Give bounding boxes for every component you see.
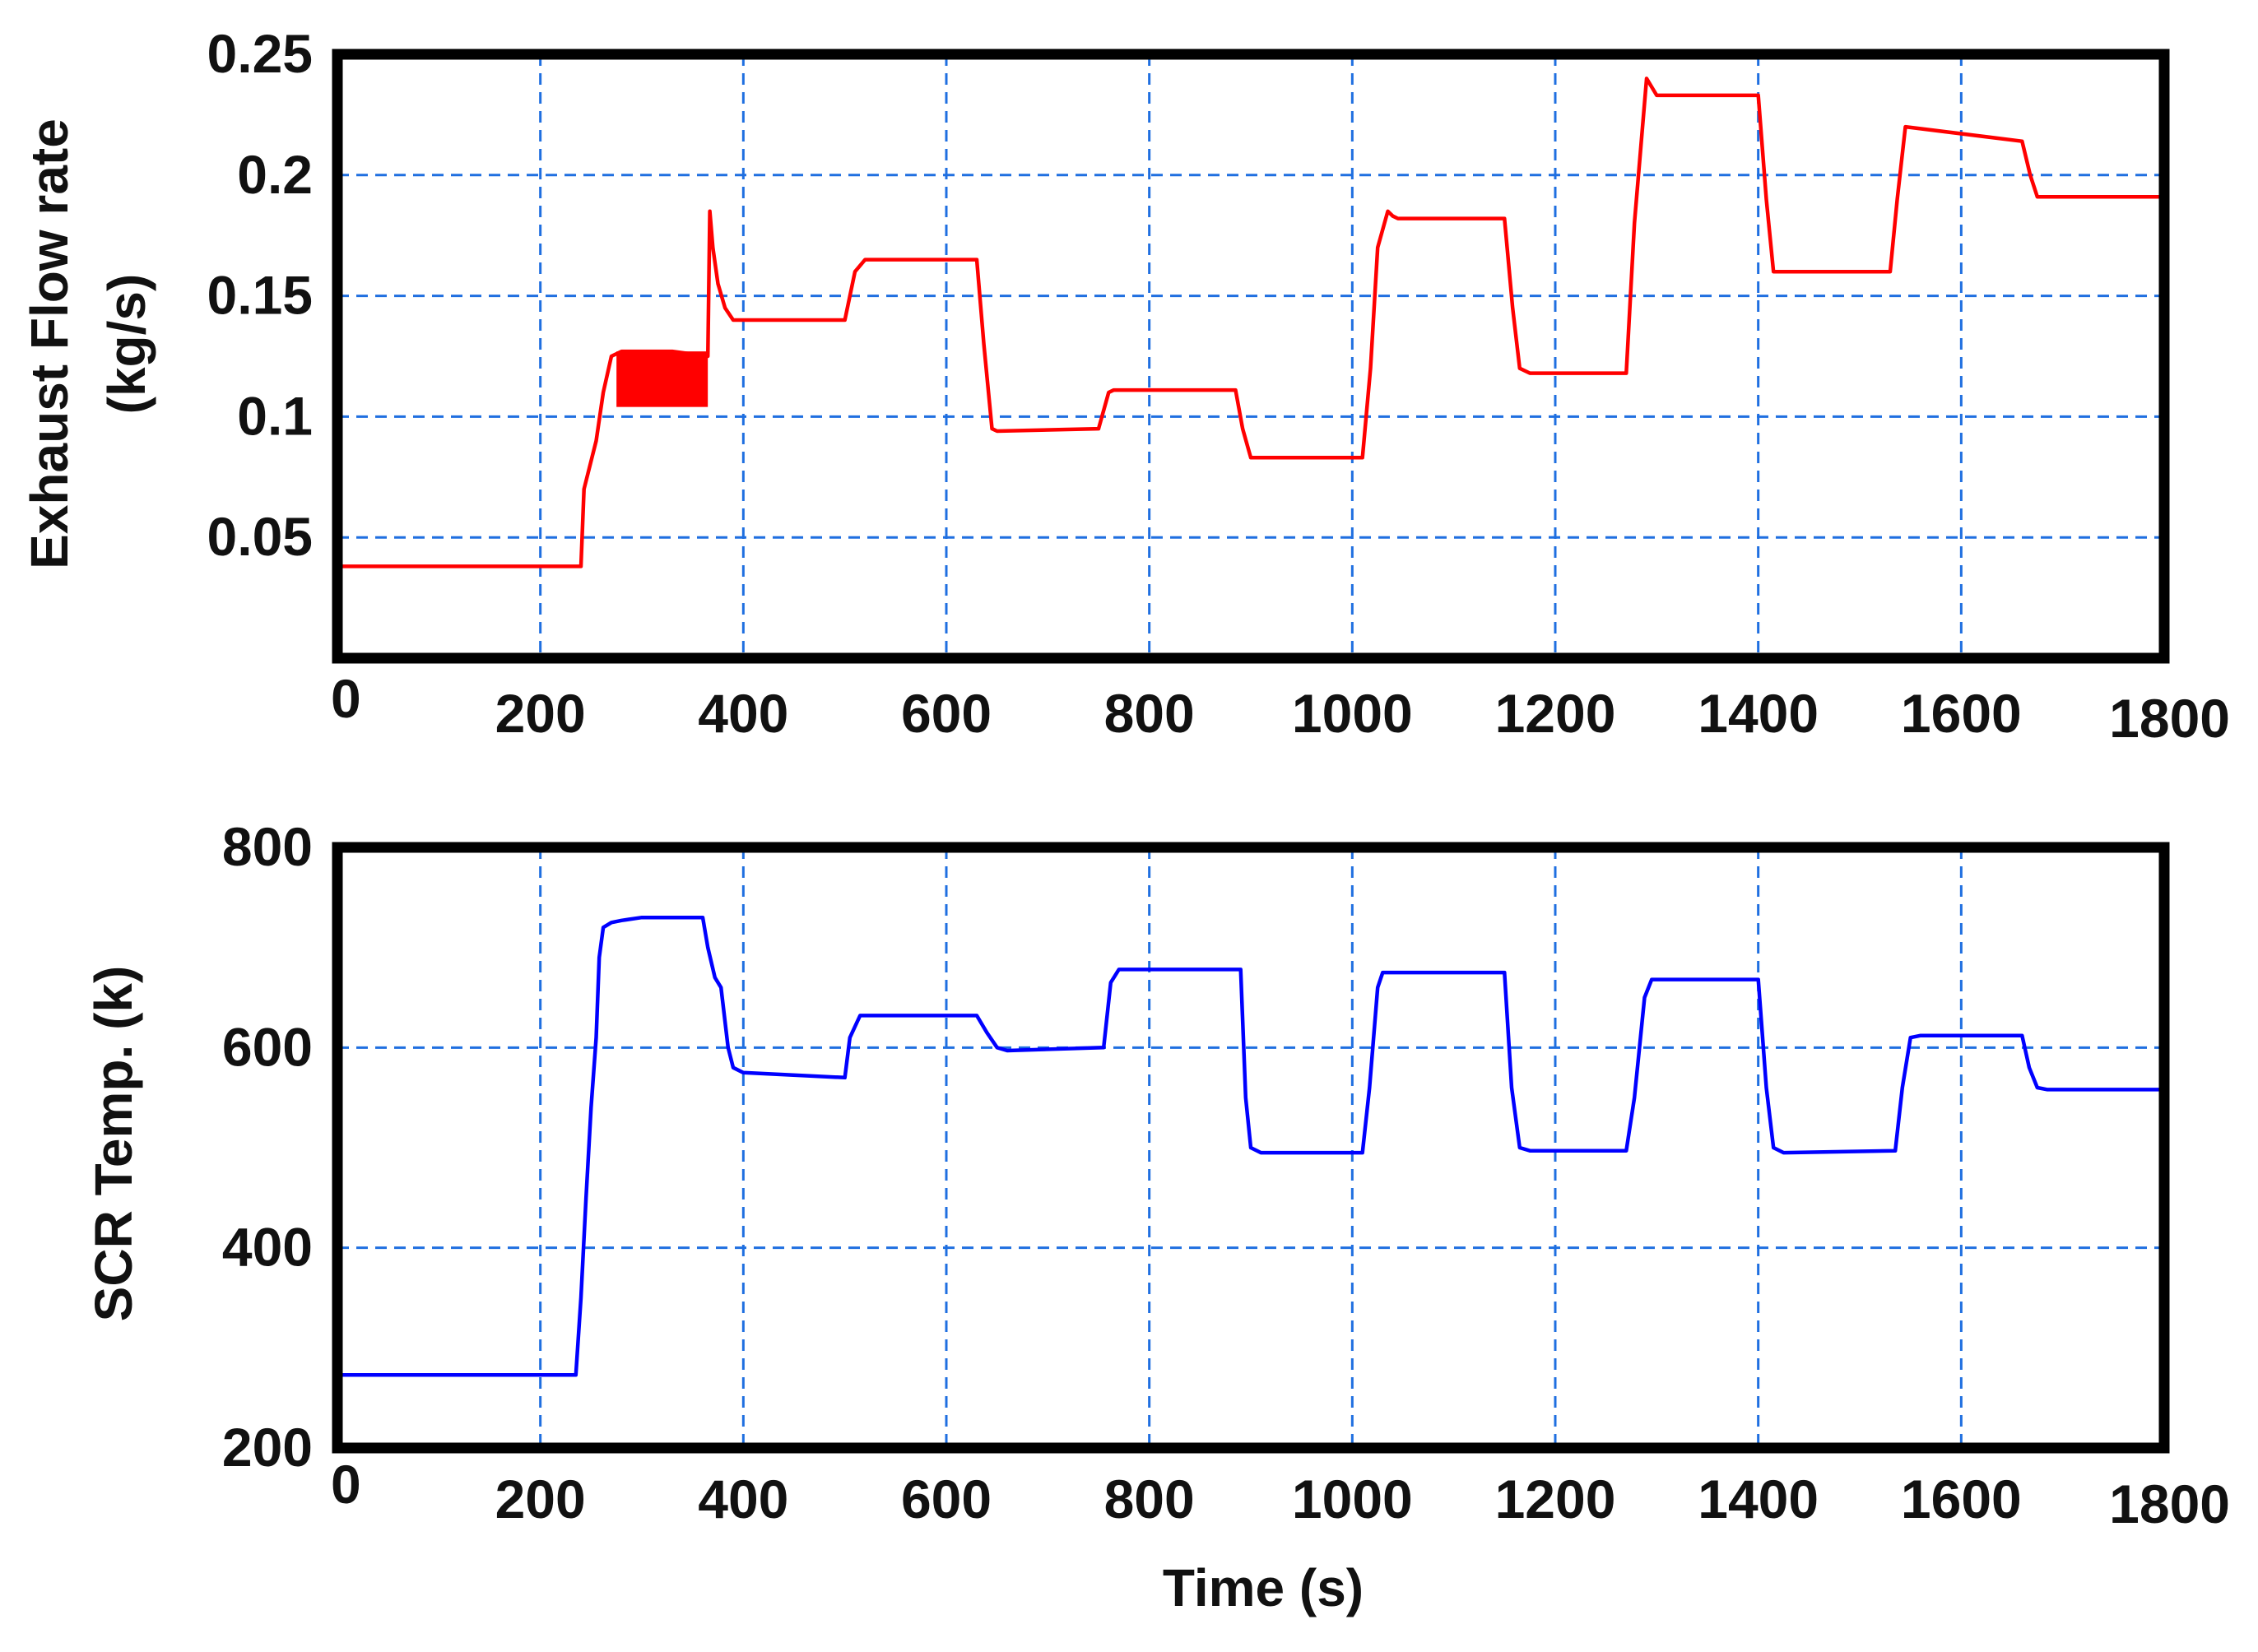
series-layer <box>337 77 2164 568</box>
y-tick-label: 200 <box>222 1417 313 1478</box>
x-tick-label: 200 <box>495 1469 586 1529</box>
x-tick-label: 1800 <box>2109 1473 2230 1534</box>
plot-frame <box>332 842 2170 1454</box>
y-tick-labels: 200 400 600 800 <box>222 816 313 1478</box>
series-noise-band <box>616 351 709 407</box>
series-line <box>337 915 2164 1377</box>
grid-lines <box>337 847 2164 1448</box>
y-tick-label: 0.05 <box>207 506 313 567</box>
x-tick-labels: 0 200 400 600 800 1000 1200 1400 1600 1800 <box>331 668 2230 749</box>
x-tick-label: 1400 <box>1698 683 1819 744</box>
y-axis-label-line-2: (kg/s) <box>97 274 156 415</box>
scr-temp-chart: 0 200 400 600 800 1000 1200 1400 1600 1800 200 400… <box>84 816 2230 1617</box>
x-tick-label: 0 <box>331 668 361 729</box>
x-tick-label: 800 <box>1104 683 1195 744</box>
plot-frame <box>332 49 2170 664</box>
y-axis-label-line-1: Exhaust Flow rate <box>20 118 79 569</box>
x-tick-label: 1200 <box>1495 1469 1616 1529</box>
x-tick-label: 1600 <box>1901 683 2022 744</box>
exhaust-flow-chart: 0 200 400 600 800 1000 1200 1400 1600 1800 0.050.… <box>20 23 2230 749</box>
y-tick-label: 0.2 <box>237 144 313 205</box>
x-tick-label: 600 <box>901 683 992 744</box>
y-tick-label: 600 <box>222 1016 313 1077</box>
x-tick-label: 0 <box>331 1454 361 1515</box>
x-tick-label: 1400 <box>1698 1469 1819 1529</box>
y-tick-label: 0.25 <box>207 23 313 84</box>
grid-lines <box>337 54 2164 658</box>
y-tick-label: 0.1 <box>237 385 313 446</box>
x-tick-label: 1000 <box>1292 1469 1413 1529</box>
x-tick-label: 1800 <box>2109 688 2230 749</box>
series-layer <box>337 915 2164 1377</box>
x-tick-labels: 0 200 400 600 800 1000 1200 1400 1600 1800 <box>331 1454 2230 1534</box>
x-tick-label: 600 <box>901 1469 992 1529</box>
x-tick-label: 1200 <box>1495 683 1616 744</box>
x-tick-label: 800 <box>1104 1469 1195 1529</box>
x-tick-label: 1000 <box>1292 683 1413 744</box>
x-tick-label: 200 <box>495 683 586 744</box>
y-axis-label: SCR Temp. (k) <box>84 966 143 1322</box>
x-tick-label: 1600 <box>1901 1469 2022 1529</box>
y-tick-label: 0.15 <box>207 265 313 326</box>
y-tick-label: 800 <box>222 816 313 877</box>
x-tick-label: 400 <box>698 683 788 744</box>
x-axis-label: Time (s) <box>1163 1558 1364 1617</box>
x-tick-label: 400 <box>698 1469 788 1529</box>
y-tick-label: 400 <box>222 1217 313 1278</box>
y-tick-labels: 0.05 0.1 0.15 0.2 0.25 <box>207 23 313 567</box>
